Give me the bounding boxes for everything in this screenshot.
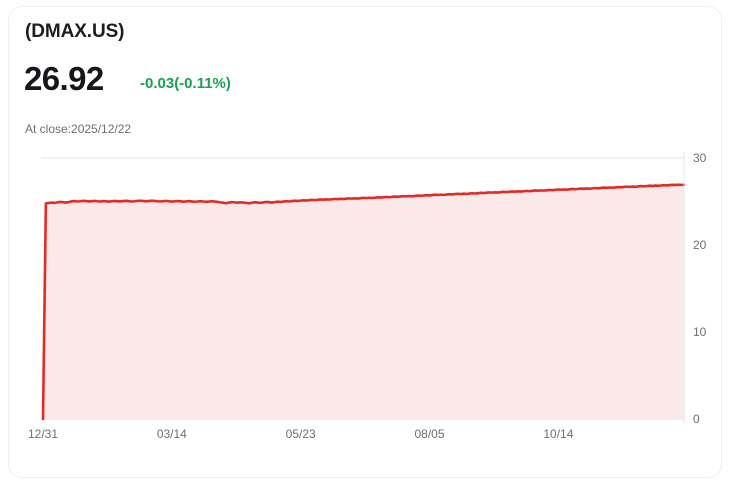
area-fill [43, 184, 684, 419]
x-tick-label: 12/31 [27, 427, 59, 441]
y-tick-label: 0 [693, 412, 700, 426]
y-tick-label: 10 [693, 325, 707, 339]
symbol-title: (DMAX.US) [25, 21, 125, 42]
x-tick-label: 05/23 [285, 427, 316, 441]
y-tick-label: 20 [693, 238, 707, 252]
x-tick-label: 03/14 [156, 427, 187, 441]
chart-canvas [41, 152, 686, 423]
price-line [41, 183, 686, 421]
stock-quote-card: (DMAX.US) 26.92 -0.03(-0.11%) At close:2… [8, 6, 722, 478]
close-timestamp: At close:2025/12/22 [25, 122, 132, 136]
price-change: -0.03(-0.11%) [140, 75, 231, 92]
x-tick-label: 08/05 [414, 427, 445, 441]
price-chart[interactable]: 0 10 20 30 12/31 03/14 05/23 08/05 10/14 [9, 7, 721, 477]
x-tick-label: 10/14 [543, 427, 574, 441]
last-price: 26.92 [24, 60, 104, 97]
y-tick-label: 30 [693, 151, 707, 165]
